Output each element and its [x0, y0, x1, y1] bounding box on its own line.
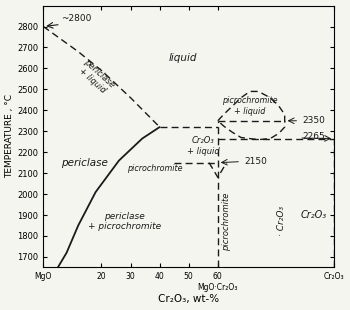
Text: periclase
+ liquid: periclase + liquid — [75, 57, 116, 97]
X-axis label: Cr₂O₃, wt-%: Cr₂O₃, wt-% — [158, 294, 219, 304]
Text: · Cr₂O₃: · Cr₂O₃ — [277, 206, 286, 237]
Text: periclase: periclase — [61, 158, 107, 168]
Text: picrochromite: picrochromite — [127, 164, 183, 174]
Text: ~2800: ~2800 — [61, 14, 91, 23]
Y-axis label: TEMPERATURE , °C: TEMPERATURE , °C — [6, 95, 15, 179]
Text: picrochromite: picrochromite — [222, 192, 231, 250]
Text: picrochromite
+ liquid: picrochromite + liquid — [222, 96, 278, 116]
Text: 2265: 2265 — [302, 132, 325, 141]
Text: periclase
+ picrochromite: periclase + picrochromite — [88, 212, 161, 231]
Text: 2150: 2150 — [244, 157, 267, 166]
Text: Cr₂O₃
+ liquid: Cr₂O₃ + liquid — [187, 136, 220, 156]
Text: Cr₂O₃: Cr₂O₃ — [301, 210, 327, 220]
Text: 2350: 2350 — [302, 116, 325, 125]
Text: liquid: liquid — [169, 53, 197, 63]
